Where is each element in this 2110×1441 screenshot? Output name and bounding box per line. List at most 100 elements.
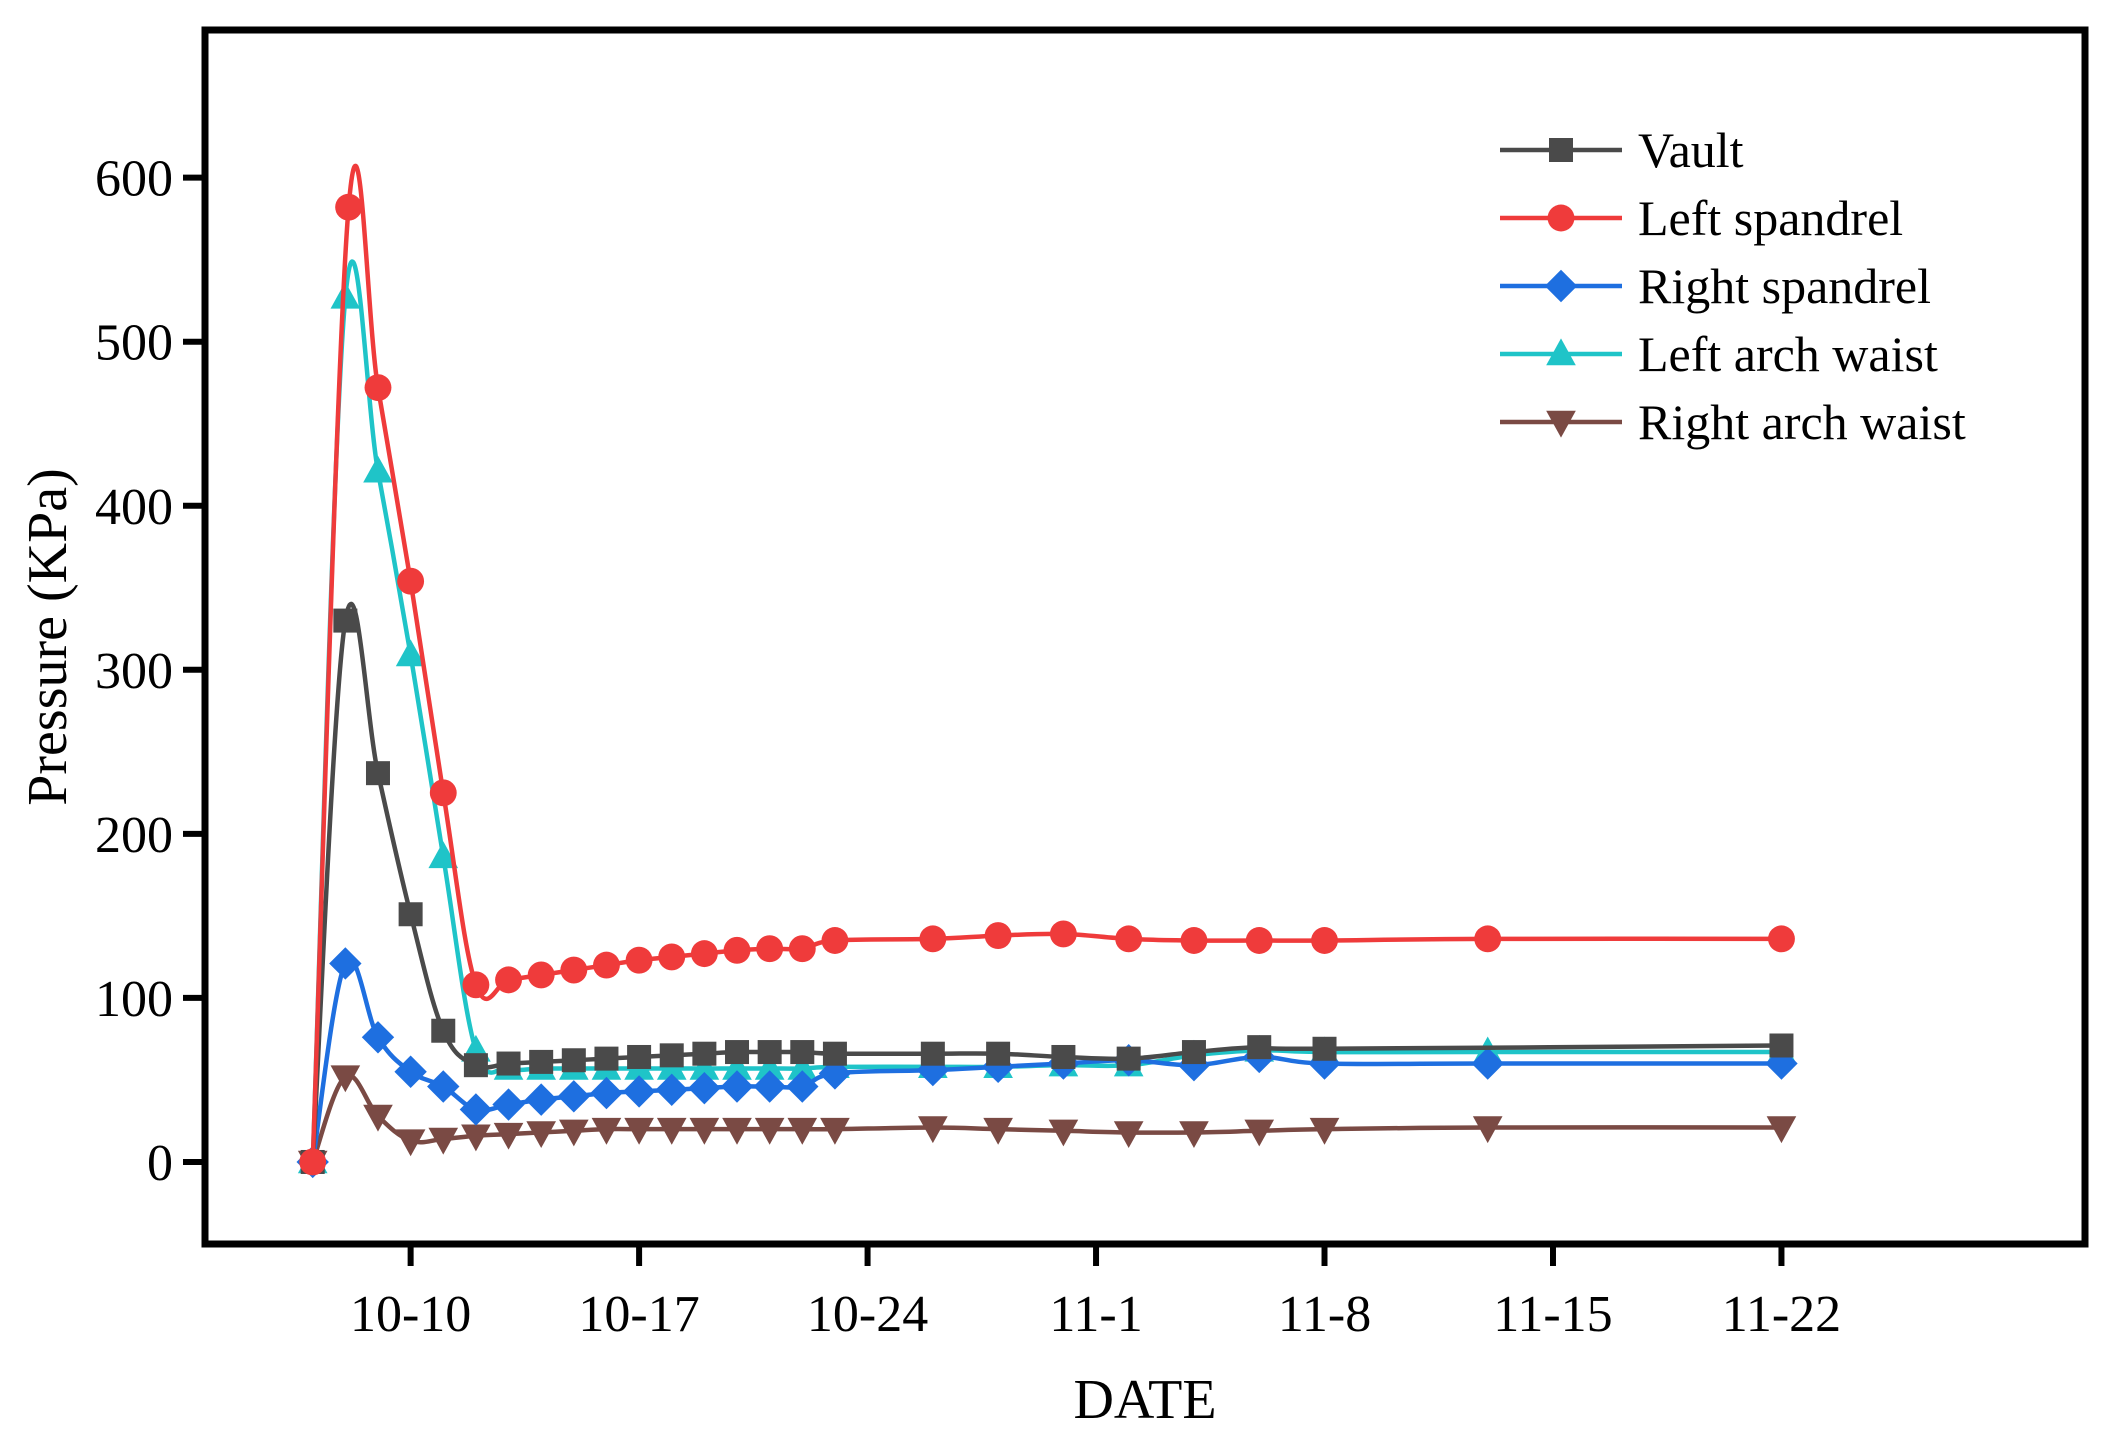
data-point [821,927,849,954]
data-point [527,961,555,989]
y-tick-label: 100 [95,971,173,1028]
data-point [722,1117,752,1145]
data-point [723,936,751,964]
data-point [1113,1121,1144,1149]
data-point [363,455,393,483]
x-axis-title: DATE [1073,1369,1216,1431]
legend-item-left-spandrel: Left spandrel [1500,190,1903,246]
data-point [720,1070,754,1103]
data-point [428,841,459,869]
data-point [1247,1035,1272,1060]
data-point [625,946,653,974]
data-point [627,1044,652,1069]
data-point [591,1117,622,1145]
data-point [493,1122,524,1150]
data-point [753,1070,786,1103]
data-point [822,1041,847,1066]
data-point [1471,1047,1504,1080]
y-tick-label: 600 [95,151,173,208]
y-axis-title: Pressure (KPa) [17,468,79,805]
x-tick-label: 10-10 [350,1286,471,1343]
x-tick-label: 11-15 [1493,1286,1612,1343]
data-point [561,1048,586,1073]
legend-swatch-marker [1544,269,1578,303]
data-point [1116,1046,1141,1071]
data-point [919,925,947,953]
data-point [1309,1117,1340,1145]
series-left-spandrel [299,163,1795,1176]
data-point [329,947,362,980]
data-point [1051,1044,1076,1069]
data-point [918,1116,948,1144]
data-point [590,1076,623,1110]
data-point [986,1041,1011,1066]
data-point [725,1040,750,1065]
data-point [427,1070,460,1103]
data-point [787,1052,818,1080]
data-point [658,943,686,971]
data-point [1472,1116,1503,1144]
data-point [1115,925,1143,953]
x-axis-ticks: 10-10 10-17 10-24 11-1 11-8 11-15 11-22 [350,1244,1841,1343]
data-point [692,1041,717,1066]
y-tick-label: 400 [95,479,173,536]
data-point [689,1052,720,1080]
data-point [529,1049,554,1074]
data-point [428,1127,459,1155]
data-point [594,1046,619,1071]
x-tick-label: 11-8 [1278,1286,1371,1343]
data-point [495,966,522,994]
data-point [688,1071,721,1105]
data-point [526,1121,557,1149]
legend-item-vault: Vault [1500,122,1744,178]
data-point [1181,1040,1206,1065]
data-point [689,1117,720,1145]
data-point [659,1043,684,1068]
data-point [984,922,1012,950]
data-point [462,971,490,999]
data-point [299,1148,327,1176]
data-point [786,1070,819,1103]
y-axis-ticks: 0 100 200 300 400 500 600 [95,151,205,1192]
data-point [429,779,457,807]
legend-item-left-arch-waist: Left arch waist [1500,326,1938,382]
y-tick-label: 0 [147,1135,173,1192]
data-point [1245,927,1273,954]
legend-label: Vault [1638,122,1744,178]
data-point [656,1117,687,1145]
data-point [463,1053,488,1078]
data-point [1768,925,1795,953]
data-point [790,1040,815,1065]
y-tick-label: 200 [95,807,173,864]
data-point [333,608,358,633]
series-right-arch-waist [297,1065,1797,1178]
data-point [722,1052,752,1080]
data-point [398,902,423,927]
data-point [397,567,425,595]
data-point [754,1117,785,1145]
legend-swatch-marker [1546,410,1576,438]
data-point [1244,1119,1275,1147]
data-point [787,1117,818,1145]
x-tick-label: 10-24 [807,1286,928,1343]
data-point [1311,927,1338,954]
data-point [335,193,363,221]
data-point [622,1075,656,1108]
series-vault [300,601,1794,1174]
data-point [361,1021,395,1054]
data-point [916,1053,950,1087]
series-layer [296,163,1798,1179]
y-tick-label: 300 [95,643,173,700]
data-point [593,951,620,979]
data-point [1766,1116,1797,1144]
data-point [558,1119,589,1147]
x-tick-label: 11-22 [1722,1286,1841,1343]
data-point [394,1055,427,1088]
data-point [1474,925,1502,953]
data-point [364,374,392,402]
legend-label: Left arch waist [1638,326,1938,382]
data-point [395,1129,426,1157]
plot-area-frame [201,26,2089,1248]
data-point [820,1117,850,1145]
y-tick-label: 500 [95,315,173,372]
